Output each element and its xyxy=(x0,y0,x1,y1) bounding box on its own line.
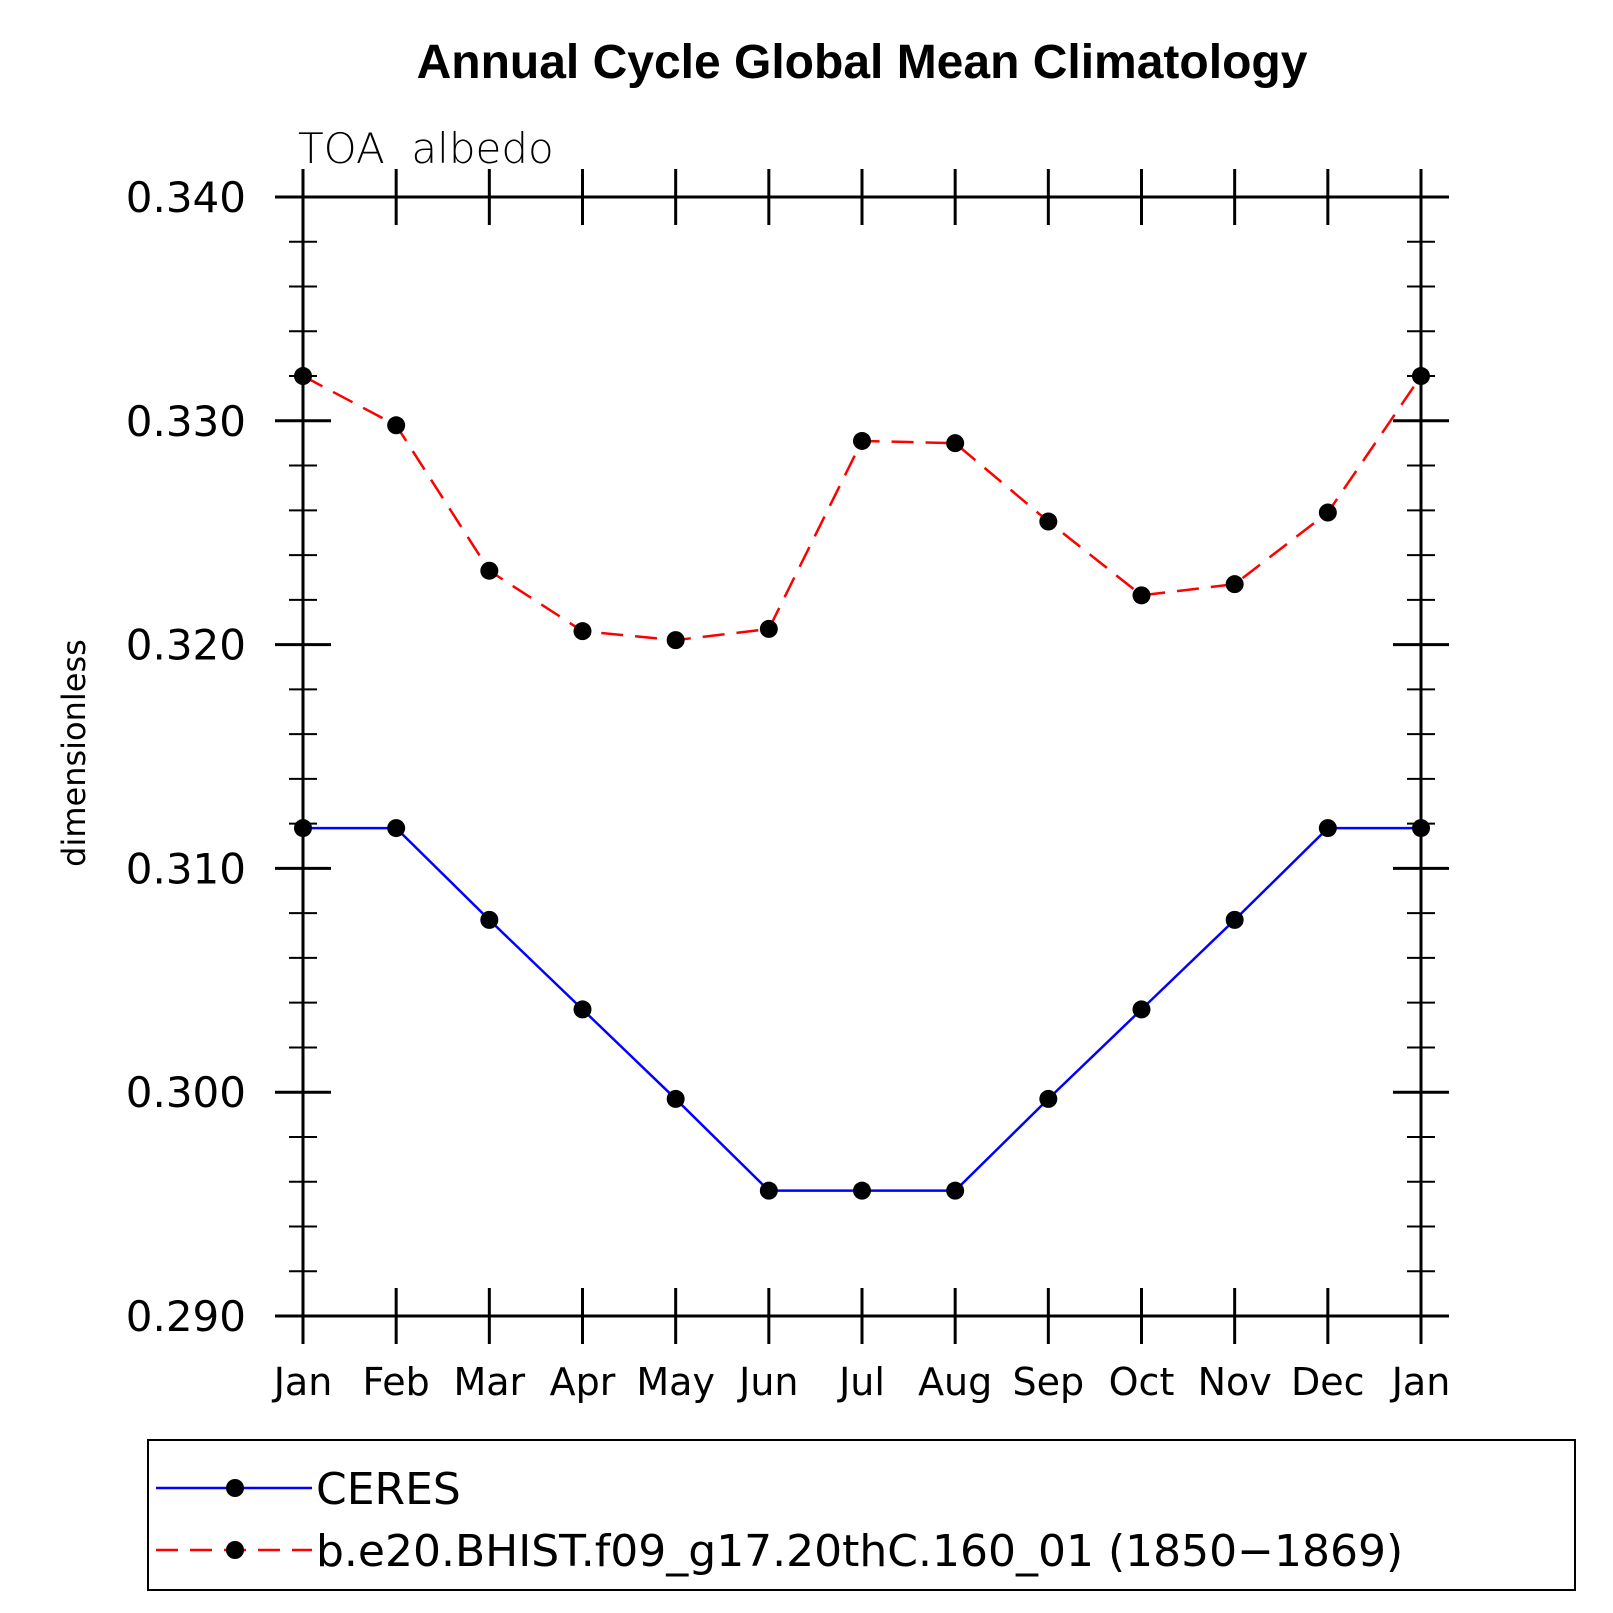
y-tick-label: 0.340 xyxy=(126,173,246,222)
legend-label: CERES xyxy=(316,1464,461,1515)
data-point xyxy=(1225,910,1244,929)
x-tick-label: Feb xyxy=(363,1360,430,1404)
y-tick-label: 0.290 xyxy=(126,1292,246,1341)
data-point xyxy=(666,631,685,650)
data-point xyxy=(480,910,499,929)
data-point xyxy=(294,819,312,838)
x-tick-label: Mar xyxy=(453,1360,525,1404)
y-tick-label: 0.320 xyxy=(126,621,246,670)
y-tick-label: 0.300 xyxy=(126,1068,246,1117)
x-tick-label: May xyxy=(636,1360,715,1404)
data-point xyxy=(573,622,592,641)
legend-marker xyxy=(226,1541,244,1559)
x-tick-label: Jun xyxy=(737,1360,798,1404)
data-point xyxy=(759,1181,778,1200)
data-point xyxy=(853,1181,871,1200)
data-point xyxy=(387,819,406,838)
y-tick-label: 0.330 xyxy=(126,397,246,446)
data-point xyxy=(946,1181,965,1200)
data-point xyxy=(1412,367,1430,386)
data-point xyxy=(666,1089,685,1108)
legend-box xyxy=(147,1439,1576,1591)
data-point xyxy=(853,431,871,450)
x-tick-label: Jan xyxy=(272,1360,333,1404)
data-point xyxy=(1318,819,1337,838)
data-point xyxy=(1132,586,1151,605)
data-point xyxy=(387,416,406,435)
data-point xyxy=(759,619,778,638)
x-tick-label: Nov xyxy=(1198,1360,1272,1404)
x-tick-label: Apr xyxy=(550,1360,616,1404)
data-point xyxy=(573,1000,592,1019)
legend: CERES b.e20.BHIST.f09_g17.20thC.160_01 (1… xyxy=(156,1464,1403,1577)
data-point xyxy=(1412,819,1430,838)
y-tick-label: 0.310 xyxy=(126,844,246,893)
axes: 0.290 0.300 0.310 0.320 0.330 0.340 Jan Feb Mar A… xyxy=(126,169,1451,1404)
plot-area xyxy=(294,367,1430,1200)
x-tick-label: Dec xyxy=(1291,1360,1365,1404)
x-tick-label: Jan xyxy=(1390,1360,1451,1404)
chart-title: Annual Cycle Global Mean Climatology xyxy=(417,36,1308,89)
data-point xyxy=(480,561,499,580)
y-axis-label: dimensionless xyxy=(55,639,93,867)
x-tick-label: Aug xyxy=(918,1360,992,1404)
data-point xyxy=(1132,1000,1151,1019)
data-point xyxy=(1318,503,1337,522)
data-point xyxy=(1039,512,1058,531)
data-point xyxy=(1225,575,1244,594)
data-point xyxy=(1039,1089,1058,1108)
data-point xyxy=(946,434,965,453)
chart-subtitle: TOA albedo xyxy=(298,124,554,173)
legend-marker xyxy=(226,1479,244,1497)
series-line-1 xyxy=(303,826,1421,1192)
x-tick-label: Oct xyxy=(1109,1360,1175,1404)
x-tick-label: Jul xyxy=(837,1360,885,1404)
series-line-2 xyxy=(302,374,1423,642)
legend-label: b.e20.BHIST.f09_g17.20thC.160_01 (1850−1… xyxy=(316,1526,1403,1577)
x-tick-label: Sep xyxy=(1013,1360,1085,1404)
data-point xyxy=(294,367,312,386)
plot-frame xyxy=(301,195,1423,1318)
